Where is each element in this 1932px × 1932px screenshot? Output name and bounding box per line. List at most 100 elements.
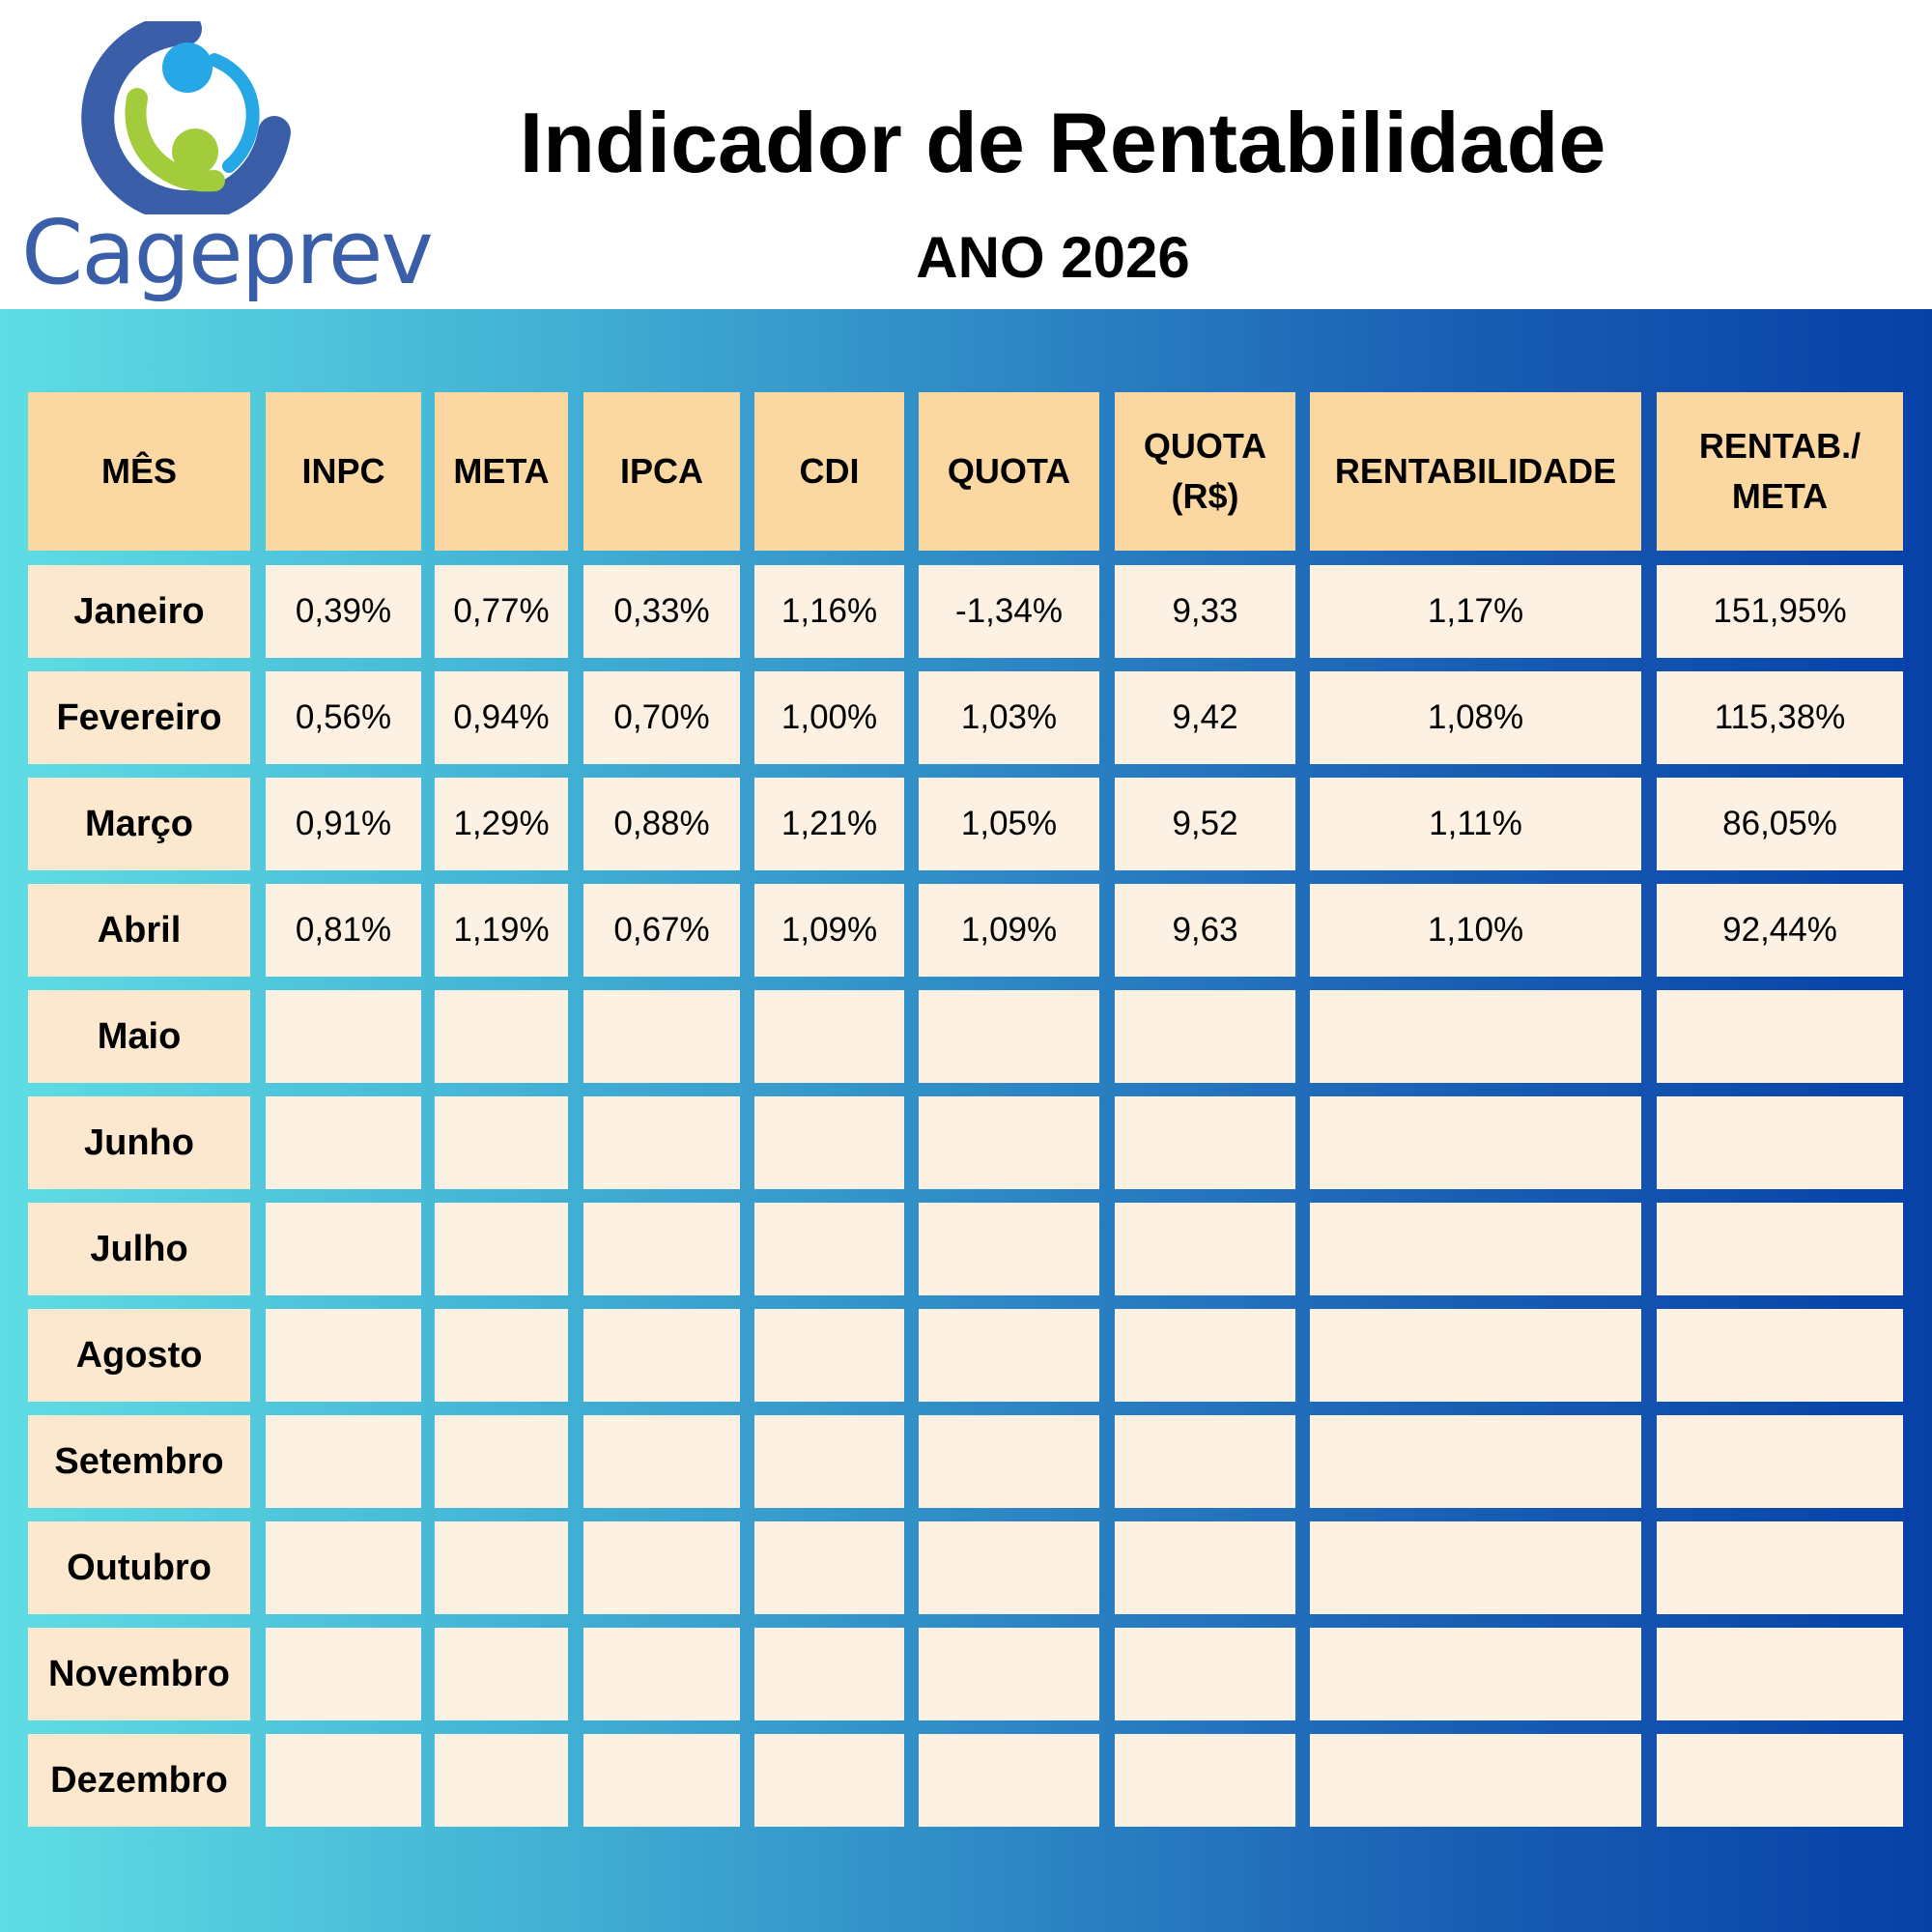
table-cell (919, 990, 1099, 1083)
table-cell (583, 1415, 740, 1508)
table-cell (435, 1734, 568, 1827)
month-cell: Abril (28, 884, 250, 977)
table-cell (1310, 1096, 1641, 1189)
table-cell (1657, 1203, 1903, 1295)
table-cell (1310, 1521, 1641, 1614)
table-cell (435, 1415, 568, 1508)
table-cell (919, 1628, 1099, 1720)
table-cell (1310, 1734, 1641, 1827)
table-cell (1310, 1309, 1641, 1402)
month-cell: Julho (28, 1203, 250, 1295)
table-cell (754, 1521, 904, 1614)
month-cell: Junho (28, 1096, 250, 1189)
table-cell (919, 1096, 1099, 1189)
header-mes: MÊS (28, 392, 250, 551)
table-cell (1115, 1309, 1295, 1402)
table-cell (266, 1203, 421, 1295)
table-cell: 0,94% (435, 671, 568, 764)
table-cell (919, 1521, 1099, 1614)
table-cell (583, 1734, 740, 1827)
table-cell (266, 1521, 421, 1614)
table-cell: 0,88% (583, 778, 740, 870)
header-rentab-meta: RENTAB./ META (1657, 392, 1903, 551)
table-cell: 0,39% (266, 565, 421, 658)
table-cell (1115, 1734, 1295, 1827)
table-cell: 1,29% (435, 778, 568, 870)
table-cell (919, 1415, 1099, 1508)
table-cell (1115, 1096, 1295, 1189)
table-cell (754, 1734, 904, 1827)
table-cell (1310, 1203, 1641, 1295)
header-inpc: INPC (266, 392, 421, 551)
table-cell: 1,10% (1310, 884, 1641, 977)
table-cell (754, 1309, 904, 1402)
table-cell (919, 1309, 1099, 1402)
logo-text: Cageprev (21, 201, 434, 304)
table-cell: 0,81% (266, 884, 421, 977)
table-cell (754, 1415, 904, 1508)
table-cell (1657, 1521, 1903, 1614)
month-cell: Março (28, 778, 250, 870)
table-cell (1115, 1628, 1295, 1720)
table-cell: 0,70% (583, 671, 740, 764)
header-meta: META (435, 392, 568, 551)
table-cell: 9,33 (1115, 565, 1295, 658)
table-cell: 151,95% (1657, 565, 1903, 658)
table-cell (583, 990, 740, 1083)
table-cell: 1,03% (919, 671, 1099, 764)
table-cell (435, 1628, 568, 1720)
page-title: Indicador de Rentabilidade (519, 95, 1606, 190)
table-cell (266, 1734, 421, 1827)
table-cell: -1,34% (919, 565, 1099, 658)
table-cell: 92,44% (1657, 884, 1903, 977)
table-cell (266, 990, 421, 1083)
table-cell (435, 1309, 568, 1402)
header-quota: QUOTA (919, 392, 1099, 551)
table-cell: 0,56% (266, 671, 421, 764)
table-cell: 0,33% (583, 565, 740, 658)
logo-emblem-icon (81, 13, 291, 223)
month-cell: Fevereiro (28, 671, 250, 764)
table-cell (919, 1203, 1099, 1295)
table-cell: 1,16% (754, 565, 904, 658)
month-cell: Maio (28, 990, 250, 1083)
cageprev-logo: Cageprev (21, 13, 434, 301)
month-cell: Agosto (28, 1309, 250, 1402)
table-cell (435, 1203, 568, 1295)
table-cell (1657, 990, 1903, 1083)
table-cell: 1,09% (919, 884, 1099, 977)
table-cell (583, 1628, 740, 1720)
month-cell: Janeiro (28, 565, 250, 658)
table-cell (266, 1096, 421, 1189)
table-cell (1657, 1734, 1903, 1827)
page-header: Cageprev Indicador de Rentabilidade ANO … (0, 0, 1932, 309)
table-cell (266, 1628, 421, 1720)
table-cell: 0,91% (266, 778, 421, 870)
month-cell: Novembro (28, 1628, 250, 1720)
table-cell: 1,21% (754, 778, 904, 870)
table-panel: MÊS INPC META IPCA CDI QUOTA QUOTA (R$) RENTABI… (0, 309, 1932, 1932)
header-rentabilidade: RENTABILIDADE (1310, 392, 1641, 551)
table-cell (1310, 1415, 1641, 1508)
table-cell (583, 1521, 740, 1614)
table-cell (1657, 1309, 1903, 1402)
table-cell: 9,42 (1115, 671, 1295, 764)
table-cell: 0,77% (435, 565, 568, 658)
page-subtitle: ANO 2026 (916, 225, 1190, 290)
table-cell: 1,08% (1310, 671, 1641, 764)
table-cell (754, 990, 904, 1083)
table-cell (1310, 1628, 1641, 1720)
table-cell: 1,17% (1310, 565, 1641, 658)
table-cell (1657, 1415, 1903, 1508)
table-cell (266, 1309, 421, 1402)
table-cell: 1,09% (754, 884, 904, 977)
table-cell (583, 1096, 740, 1189)
table-cell (754, 1203, 904, 1295)
month-cell: Setembro (28, 1415, 250, 1508)
table-cell (435, 1096, 568, 1189)
table-cell (1310, 990, 1641, 1083)
table-cell: 0,67% (583, 884, 740, 977)
table-cell: 9,52 (1115, 778, 1295, 870)
table-cell (1657, 1096, 1903, 1189)
header-quota-rs: QUOTA (R$) (1115, 392, 1295, 551)
